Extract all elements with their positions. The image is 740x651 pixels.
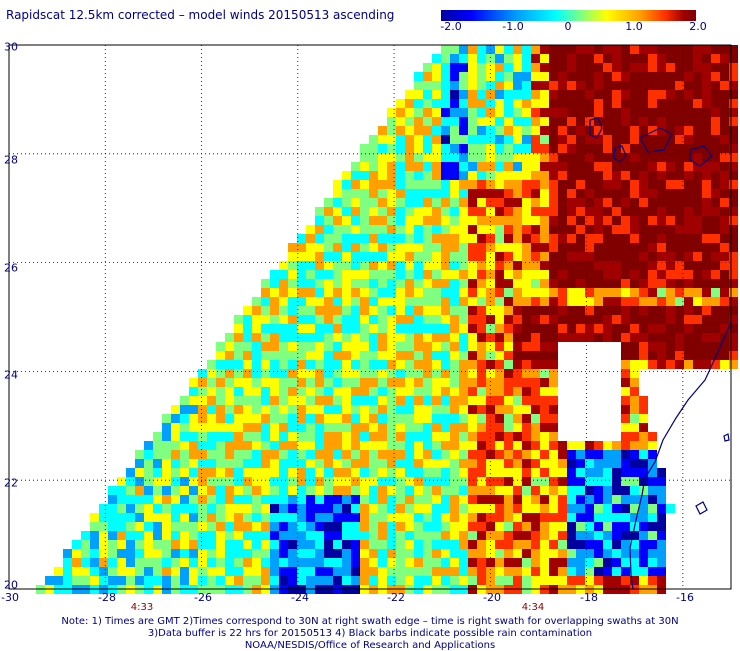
- x-tick-label: -22: [387, 591, 405, 604]
- x-tick-label: -16: [676, 591, 694, 604]
- footnote-line: NOAA/NESDIS/Office of Research and Appli…: [244, 640, 496, 651]
- y-tick-label: 22: [4, 476, 18, 490]
- colorbar-label: 0: [564, 20, 572, 33]
- colorbar: [441, 10, 696, 21]
- y-tick-label: 28: [4, 153, 18, 167]
- footnote-line: Note: 1) Times are GMT 2)Times correspon…: [61, 616, 679, 627]
- map-title: Rapidscat 12.5km corrected – model winds…: [6, 8, 395, 22]
- coastline: [589, 117, 732, 590]
- x-tick-label: -26: [194, 591, 212, 604]
- colorbar-label: -1.0: [502, 20, 524, 33]
- x-tick-label: -24: [291, 591, 309, 604]
- footnote-line: 3)Data buffer is 22 hrs for 20150513 4) …: [147, 628, 593, 639]
- x-tick-label: -30: [1, 591, 19, 604]
- x-tick-label: -18: [580, 591, 598, 604]
- colorbar-label: 1.0: [625, 20, 643, 33]
- y-tick-label: 24: [4, 368, 18, 382]
- colorbar-label: -2.0: [440, 20, 462, 33]
- x-tick-label: -28: [98, 591, 116, 604]
- lat-lon-grid: [9, 45, 731, 589]
- time-label: 4:33: [130, 602, 154, 613]
- wind-difference-swath: [36, 45, 738, 594]
- x-tick-label: -20: [483, 591, 501, 604]
- y-tick-label: 30: [4, 40, 18, 54]
- plot-frame: [8, 44, 732, 590]
- y-tick-label: 26: [4, 261, 18, 275]
- colorbar-label: 2.0: [689, 20, 707, 33]
- y-tick-label: 20: [4, 578, 18, 592]
- time-label: 4:34: [521, 602, 545, 613]
